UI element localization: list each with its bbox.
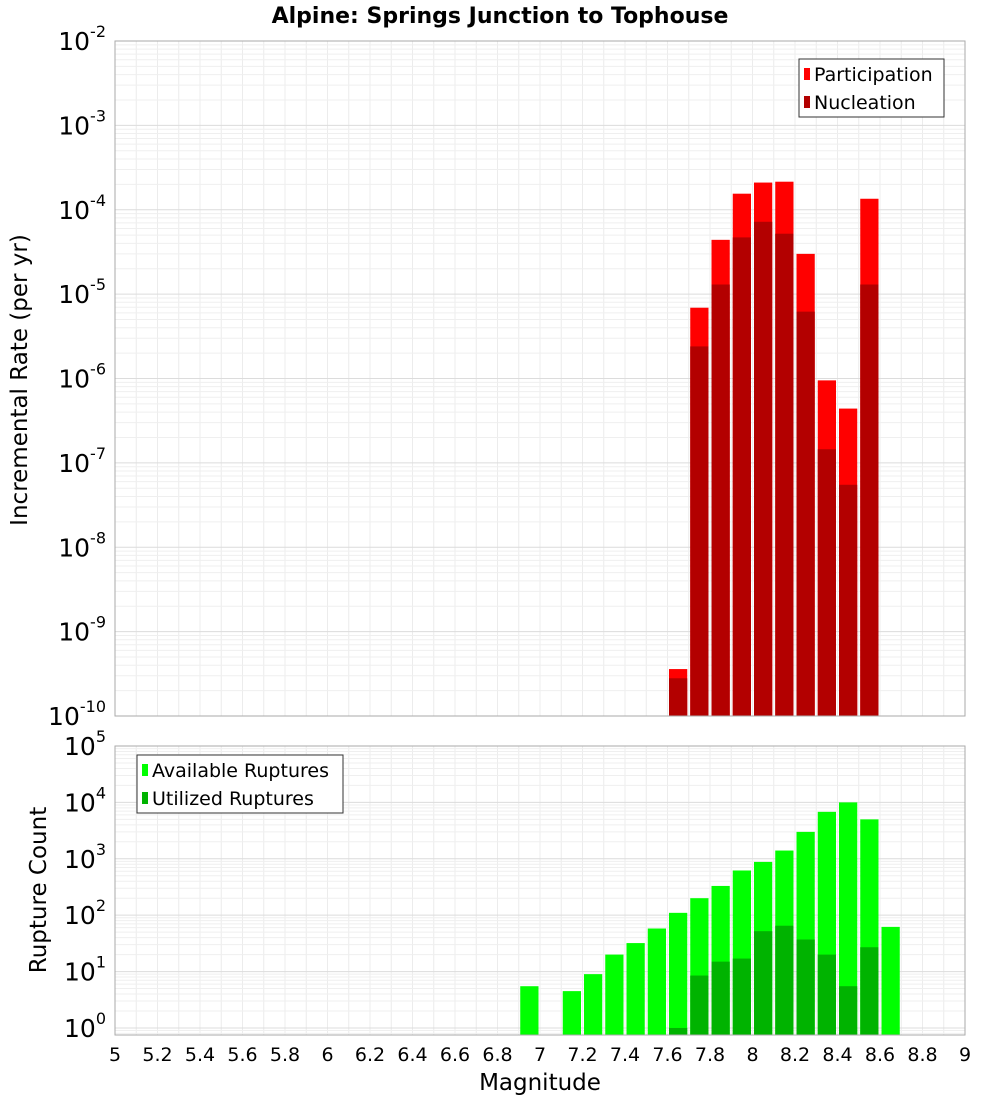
bar-utilized-ruptures-7 <box>690 975 709 1035</box>
x-tick-label: 7.8 <box>695 1044 725 1066</box>
legend-label: Participation <box>814 64 933 86</box>
plot-border <box>114 40 966 717</box>
bar-nucleation-2 <box>711 284 730 716</box>
legend-label: Nucleation <box>814 92 916 114</box>
bar-utilized-ruptures-11 <box>775 925 794 1035</box>
x-tick-label: 6.4 <box>397 1044 427 1066</box>
legend-swatch <box>804 96 810 108</box>
y-tick-label: 104 <box>64 783 106 817</box>
y-tick-label: 105 <box>64 727 106 761</box>
bar-available-ruptures-14 <box>839 802 858 1035</box>
legend-swatch <box>142 792 148 804</box>
chart-title: Alpine: Springs Junction to Tophouse <box>272 4 729 29</box>
y-tick-label: 10-3 <box>58 106 106 140</box>
bar-utilized-ruptures-10 <box>754 931 773 1035</box>
y-tick-label: 100 <box>64 1009 106 1043</box>
bars <box>669 181 879 717</box>
x-tick-label: 5.8 <box>270 1044 300 1066</box>
y-tick-label: 10-7 <box>58 444 106 478</box>
bar-utilized-ruptures-13 <box>817 954 836 1035</box>
bar-utilized-ruptures-6 <box>669 1027 688 1035</box>
x-tick-label: 6.6 <box>440 1044 470 1066</box>
x-tick-label: 5.6 <box>227 1044 257 1066</box>
x-tick-label: 7.6 <box>652 1044 682 1066</box>
bar-available-ruptures-16 <box>881 926 900 1035</box>
y-tick-label: 10-4 <box>58 191 106 225</box>
legend: Participation Nucleation <box>798 58 945 118</box>
legend: Available Ruptures Utilized Ruptures <box>136 754 344 814</box>
bar-available-ruptures-5 <box>647 928 666 1035</box>
x-tick-label: 7.4 <box>610 1044 640 1066</box>
rupture-count-panel: 100 101 102 103 104 105 5 5.2 5.4 5.6 5.8 6 6.2 6.4 6.… <box>64 727 971 1066</box>
y-tick-label: 10-5 <box>58 275 106 309</box>
bar-nucleation-8 <box>839 484 858 716</box>
y-tick-label: 10-8 <box>58 528 106 562</box>
bar-nucleation-0 <box>669 678 688 716</box>
bar-utilized-ruptures-8 <box>711 961 730 1035</box>
legend-swatch <box>142 764 148 776</box>
x-tick-label: 8.6 <box>865 1044 895 1066</box>
x-tick-label: 9 <box>959 1044 971 1066</box>
bar-nucleation-4 <box>754 221 773 716</box>
y-tick-label: 101 <box>64 953 106 987</box>
bar-available-ruptures-6 <box>669 912 688 1035</box>
legend-swatch <box>804 68 810 80</box>
bar-available-ruptures-1 <box>562 991 581 1035</box>
y-tick-label: 102 <box>64 896 106 930</box>
bar-nucleation-3 <box>732 237 751 716</box>
x-tick-label: 7 <box>534 1044 546 1066</box>
bar-nucleation-9 <box>860 284 879 716</box>
y-tick-label: 10-9 <box>58 613 106 647</box>
bar-available-ruptures-4 <box>626 943 645 1035</box>
x-tick-label: 8.2 <box>780 1044 810 1066</box>
grid <box>114 40 966 717</box>
x-tick-label: 7.2 <box>567 1044 597 1066</box>
x-axis-label: Magnitude <box>479 1070 601 1096</box>
bar-nucleation-6 <box>796 311 815 716</box>
plot-border <box>114 745 966 1036</box>
bar-nucleation-1 <box>690 346 709 716</box>
bar-available-ruptures-3 <box>605 954 624 1035</box>
bars <box>520 802 900 1035</box>
x-tick-label: 6.8 <box>482 1044 512 1066</box>
x-tick-label: 5 <box>109 1044 121 1066</box>
bar-utilized-ruptures-12 <box>796 939 815 1035</box>
bar-available-ruptures-0 <box>520 986 539 1035</box>
top-y-axis-label: Incremental Rate (per yr) <box>7 234 33 526</box>
y-tick-label: 10-6 <box>58 360 106 394</box>
x-tick-label: 6 <box>321 1044 333 1066</box>
bar-utilized-ruptures-15 <box>860 947 879 1035</box>
legend-label: Available Ruptures <box>152 760 329 782</box>
bar-utilized-ruptures-9 <box>732 958 751 1035</box>
y-tick-label: 10-2 <box>58 22 106 56</box>
legend-label: Utilized Ruptures <box>152 788 314 810</box>
bottom-y-axis-label: Rupture Count <box>26 807 52 973</box>
bar-utilized-ruptures-14 <box>839 986 858 1035</box>
x-tick-label: 8.8 <box>907 1044 937 1066</box>
bar-nucleation-5 <box>775 233 794 716</box>
bar-available-ruptures-2 <box>584 974 603 1035</box>
bar-nucleation-7 <box>817 449 836 716</box>
x-tick-label: 6.2 <box>355 1044 385 1066</box>
x-tick-label: 8.4 <box>822 1044 852 1066</box>
y-tick-label: 10-10 <box>48 697 106 731</box>
x-tick-label: 5.2 <box>142 1044 172 1066</box>
rate-panel: 10-10 10-9 10-8 10-7 10-6 10-5 10-4 10-3 10-2 Par… <box>48 22 966 731</box>
y-tick-label: 103 <box>64 840 106 874</box>
x-tick-label: 5.4 <box>185 1044 215 1066</box>
x-tick-label: 8 <box>746 1044 758 1066</box>
